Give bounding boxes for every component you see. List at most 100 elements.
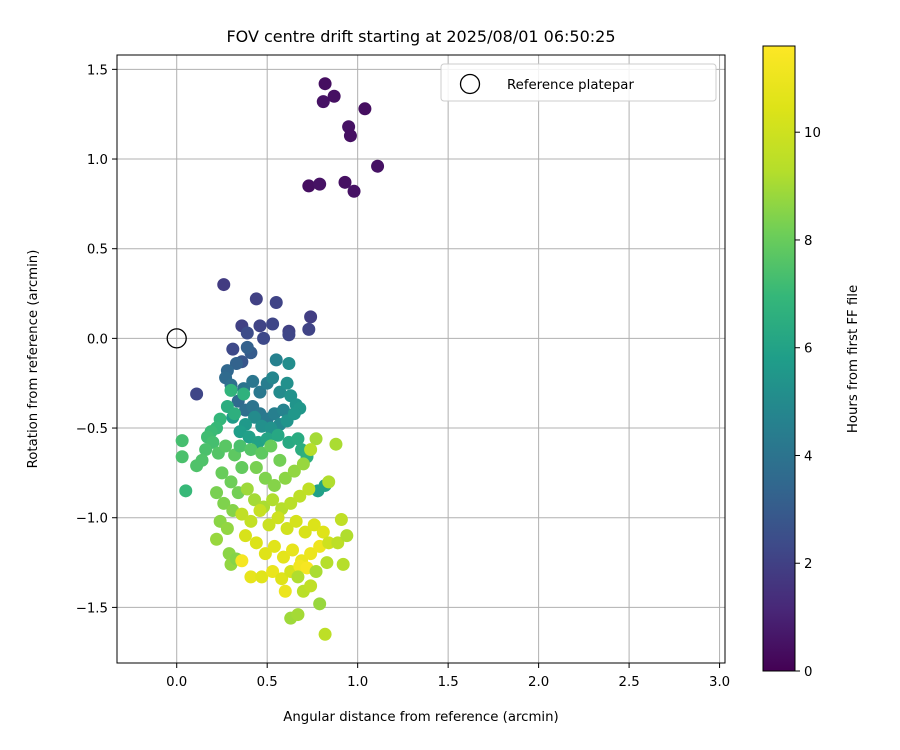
colorbar-label: Hours from first FF file xyxy=(846,285,861,433)
data-point xyxy=(179,484,193,498)
data-point xyxy=(322,536,336,550)
data-point xyxy=(338,175,352,189)
chart-title: FOV centre drift starting at 2025/08/01 … xyxy=(226,27,615,46)
data-point xyxy=(224,475,238,489)
data-point xyxy=(190,387,204,401)
data-point xyxy=(237,387,251,401)
data-point xyxy=(248,410,262,424)
data-point xyxy=(302,482,316,496)
data-point xyxy=(286,543,300,557)
data-point xyxy=(358,102,372,116)
data-point xyxy=(347,184,361,198)
data-point xyxy=(235,554,249,568)
y-tick-label: 1.0 xyxy=(87,153,108,168)
data-point xyxy=(249,536,263,550)
data-point xyxy=(224,383,238,397)
data-point xyxy=(253,385,267,399)
data-point xyxy=(233,439,247,453)
data-point xyxy=(304,443,318,457)
data-point xyxy=(302,322,316,336)
data-point xyxy=(343,129,357,143)
data-point xyxy=(235,507,249,521)
data-point xyxy=(217,278,231,292)
colorbar-gradient xyxy=(762,45,796,672)
data-point xyxy=(244,570,258,584)
data-point xyxy=(329,437,343,451)
data-point xyxy=(220,521,234,535)
data-point xyxy=(287,407,301,421)
colorbar-tick-label: 2 xyxy=(804,557,812,572)
data-point xyxy=(244,514,258,528)
data-point xyxy=(309,432,323,446)
data-point xyxy=(273,385,287,399)
data-points xyxy=(175,77,385,641)
data-point xyxy=(296,457,310,471)
data-point xyxy=(266,317,280,331)
y-tick-label: 0.5 xyxy=(87,243,108,258)
colorbar-tick-label: 0 xyxy=(804,665,812,680)
x-axis-ticks: 0.0 0.5 1.0 1.5 2.0 2.5 3.0 xyxy=(166,663,730,690)
data-point xyxy=(267,539,281,553)
data-point xyxy=(271,428,285,442)
data-point xyxy=(282,328,296,342)
data-point xyxy=(334,513,348,527)
colorbar: 0 2 4 6 8 10 Hours from first FF file xyxy=(762,45,861,680)
data-point xyxy=(210,486,224,500)
data-point xyxy=(309,565,323,579)
data-point xyxy=(228,407,242,421)
data-point xyxy=(267,478,281,492)
data-point xyxy=(175,450,189,464)
data-point xyxy=(199,443,213,457)
data-point xyxy=(235,461,249,475)
data-point xyxy=(253,504,267,518)
reference-platepar-marker xyxy=(166,328,187,349)
data-point xyxy=(240,482,254,496)
x-tick-label: 1.0 xyxy=(347,675,368,690)
data-point xyxy=(238,529,252,543)
data-point xyxy=(275,572,289,586)
data-point xyxy=(255,570,269,584)
data-point xyxy=(226,342,240,356)
data-point xyxy=(304,310,318,324)
data-point xyxy=(276,403,290,417)
y-tick-label: 0.0 xyxy=(87,332,108,347)
data-point xyxy=(291,608,305,622)
data-point xyxy=(291,432,305,446)
data-point xyxy=(258,471,272,485)
x-tick-label: 2.0 xyxy=(528,675,549,690)
data-point xyxy=(240,326,254,340)
x-tick-label: 0.5 xyxy=(257,675,278,690)
colorbar-tick-label: 8 xyxy=(804,234,812,249)
data-point xyxy=(276,550,290,564)
data-point xyxy=(269,296,283,310)
y-tick-label: 1.5 xyxy=(87,63,108,78)
data-point xyxy=(336,557,350,571)
data-point xyxy=(289,514,303,528)
data-point xyxy=(249,461,263,475)
data-point xyxy=(284,496,298,510)
y-axis-ticks: 1.5 1.0 0.5 0.0 −0.5 −1.0 −1.5 xyxy=(76,63,117,616)
data-point xyxy=(219,439,233,453)
data-point xyxy=(280,521,294,535)
data-point xyxy=(282,356,296,370)
data-point xyxy=(298,525,312,539)
data-point xyxy=(244,443,258,457)
data-point xyxy=(210,532,224,546)
x-tick-label: 2.5 xyxy=(619,675,640,690)
y-axis-label: Rotation from reference (arcmin) xyxy=(26,250,41,469)
data-point xyxy=(264,439,278,453)
colorbar-tick-label: 10 xyxy=(804,126,821,141)
data-point xyxy=(255,446,269,460)
data-point xyxy=(229,356,243,370)
y-tick-label: −1.0 xyxy=(76,512,108,527)
x-axis-label: Angular distance from reference (arcmin) xyxy=(283,710,558,725)
data-point xyxy=(266,565,280,579)
data-point xyxy=(266,493,280,507)
data-point xyxy=(253,319,267,333)
data-point xyxy=(316,525,330,539)
data-point xyxy=(340,529,354,543)
data-point xyxy=(271,511,285,525)
y-tick-label: −1.5 xyxy=(76,601,108,616)
data-point xyxy=(273,453,287,467)
data-point xyxy=(190,459,204,473)
